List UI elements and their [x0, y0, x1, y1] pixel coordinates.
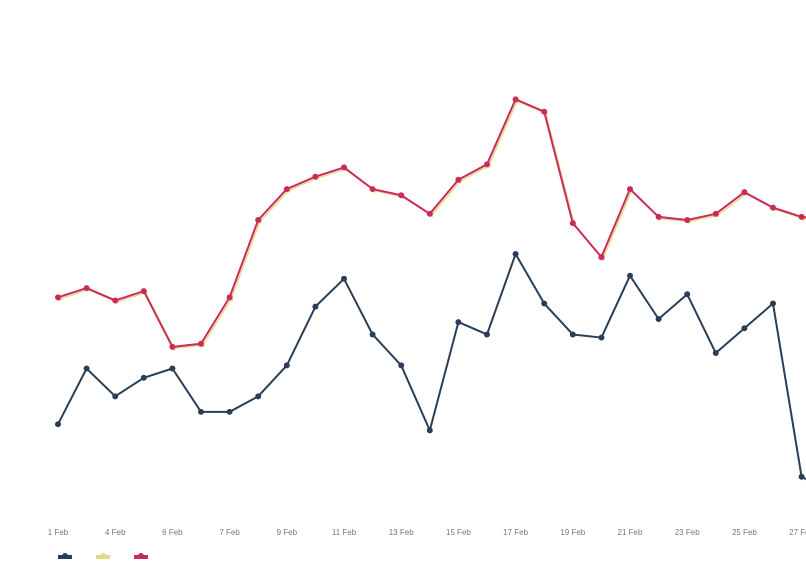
series-3-point: [112, 297, 119, 304]
series-3-point: [426, 210, 433, 217]
series-3-point: [398, 192, 405, 199]
series-1-point: [798, 473, 805, 480]
x-tick-label: 1 Feb: [48, 528, 69, 537]
x-tick-label: 9 Feb: [277, 528, 298, 537]
series-3-point: [169, 343, 176, 350]
series-3-point: [198, 340, 204, 347]
series-3-point: [741, 189, 748, 196]
series-1-point: [226, 408, 233, 415]
series-1-point: [112, 393, 119, 400]
x-tick-label: 6 Feb: [162, 528, 183, 537]
series-1-point: [684, 291, 691, 298]
series-1-point: [484, 331, 490, 338]
series-3-point: [798, 213, 805, 220]
series-3-point: [312, 173, 319, 180]
series-1-point: [512, 251, 519, 258]
x-tick-label: 13 Feb: [389, 528, 414, 537]
legend-swatch: [134, 553, 148, 559]
series-3-point: [512, 96, 519, 103]
x-tick-label: 23 Feb: [675, 528, 700, 537]
series-1-point: [83, 365, 90, 372]
series-1-point: [369, 331, 376, 338]
chart-legend: [58, 553, 172, 561]
x-tick-label: 7 Feb: [219, 528, 240, 537]
x-tick-label: 21 Feb: [618, 528, 643, 537]
x-tick-label: 25 Feb: [732, 528, 757, 537]
series-3-point: [83, 285, 90, 292]
series-1-point: [741, 325, 748, 332]
series-1-point: [55, 421, 61, 428]
series-line-3: [57, 98, 806, 348]
legend-swatch: [96, 553, 110, 559]
series-3-point: [627, 186, 633, 193]
series-line-2: [59, 100, 806, 350]
series-1-point: [541, 300, 548, 307]
series-line-1: [57, 253, 806, 481]
series-1-point: [312, 303, 319, 310]
series-3-point: [484, 161, 490, 168]
series-3-point: [770, 204, 776, 211]
x-tick-label: 19 Feb: [560, 528, 585, 537]
series-3-point: [140, 288, 147, 295]
x-tick-label: 27 Feb: [789, 528, 806, 537]
series-1-point: [426, 427, 433, 434]
series-3-point: [569, 220, 576, 227]
series-3-point: [255, 217, 262, 223]
series-3-point: [655, 213, 662, 220]
series-1-point: [255, 393, 262, 400]
series-3-point: [541, 108, 548, 115]
series-3-point: [712, 210, 719, 217]
series-3-point: [283, 186, 290, 193]
x-tick-label: 11 Feb: [332, 528, 357, 537]
series-3-point: [226, 294, 233, 301]
series-3-point: [55, 294, 61, 301]
series-3-point: [341, 164, 347, 171]
series-1-point: [712, 350, 719, 357]
legend-swatch: [58, 553, 72, 559]
series-3-point: [369, 186, 376, 193]
x-tick-label: 15 Feb: [446, 528, 471, 537]
series-3-point: [684, 217, 691, 223]
series-1-point: [341, 275, 347, 282]
series-1-point: [569, 331, 576, 338]
series-3-point: [598, 254, 605, 261]
series-1-point: [598, 334, 605, 341]
series-1-point: [169, 365, 176, 372]
legend-entry-2: [96, 553, 114, 559]
series-1-point: [455, 319, 462, 326]
series-1-point: [627, 272, 633, 279]
legend-entry-1: [58, 553, 76, 559]
series-1-point: [770, 300, 776, 307]
series-1-point: [398, 362, 405, 369]
series-1-point: [198, 408, 204, 415]
x-tick-label: 4 Feb: [105, 528, 126, 537]
series-1-point: [283, 362, 290, 369]
legend-entry-3: [134, 553, 152, 559]
series-3-point: [455, 176, 462, 183]
x-tick-label: 17 Feb: [503, 528, 528, 537]
series-1-point: [655, 316, 662, 322]
series-1-point: [140, 374, 147, 381]
